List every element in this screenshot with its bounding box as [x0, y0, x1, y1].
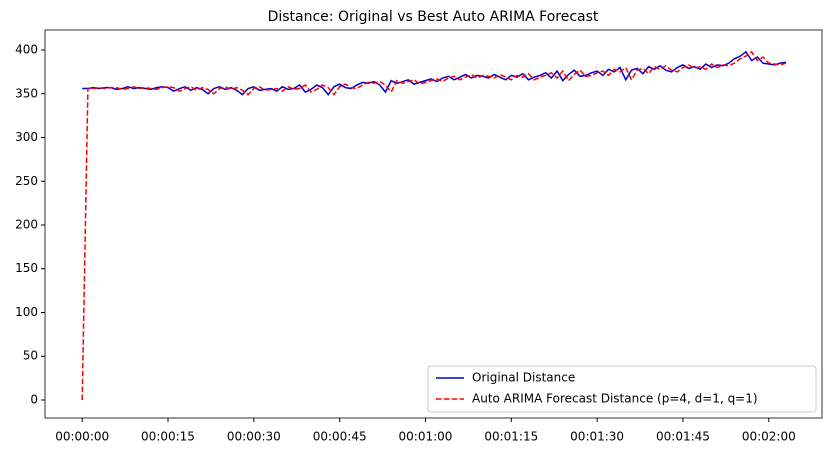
x-tick-label: 00:01:30: [570, 430, 624, 444]
y-tick-label: 250: [15, 174, 38, 188]
chart-title: Distance: Original vs Best Auto ARIMA Fo…: [268, 9, 599, 25]
y-tick-label: 200: [15, 218, 38, 232]
series-line: [81, 50, 787, 400]
y-tick-label: 400: [15, 43, 38, 57]
x-tick-label: 00:00:45: [313, 430, 367, 444]
plot-frame: [44, 29, 823, 419]
x-tick-label: 00:01:45: [656, 430, 710, 444]
y-tick-label: 0: [30, 392, 38, 406]
legend-label: Original Distance: [472, 371, 575, 385]
y-tick-label: 50: [23, 349, 38, 363]
x-tick-label: 00:02:00: [742, 430, 796, 444]
x-tick-label: 00:00:15: [141, 430, 195, 444]
x-tick-label: 00:01:00: [399, 430, 453, 444]
x-tick-label: 00:01:15: [484, 430, 538, 444]
x-tick-label: 00:00:30: [227, 430, 281, 444]
y-tick-label: 350: [15, 86, 38, 100]
x-tick-label: 00:00:00: [55, 430, 109, 444]
y-tick-label: 300: [15, 130, 38, 144]
y-tick-label: 100: [15, 305, 38, 319]
legend-box: [427, 365, 817, 413]
legend-label: Auto ARIMA Forecast Distance (p=4, d=1, …: [472, 392, 758, 406]
y-tick-label: 150: [15, 261, 38, 275]
